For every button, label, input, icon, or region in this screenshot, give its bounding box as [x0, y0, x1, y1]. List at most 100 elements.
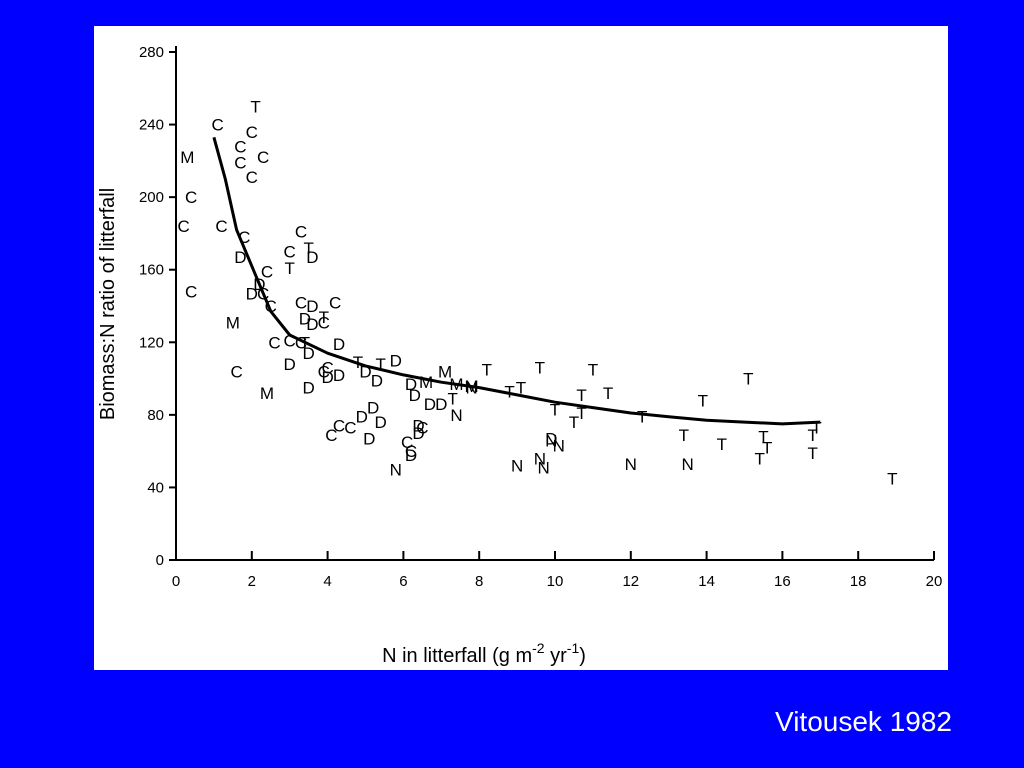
- data-point-d: D: [321, 368, 333, 387]
- data-point-t: T: [285, 259, 295, 278]
- data-point-d: D: [299, 310, 311, 329]
- data-point-c: C: [212, 116, 224, 135]
- data-point-d: D: [412, 417, 424, 436]
- y-tick-label: 80: [147, 407, 164, 424]
- data-point-d: D: [409, 386, 421, 405]
- data-point-d: D: [303, 344, 315, 363]
- data-point-c: C: [295, 333, 307, 352]
- data-point-t: T: [811, 419, 821, 438]
- data-point-n: N: [465, 379, 477, 398]
- data-point-n: N: [625, 455, 637, 474]
- data-point-d: D: [435, 395, 447, 414]
- data-point-n: N: [682, 455, 694, 474]
- data-point-n: N: [534, 449, 546, 468]
- data-point-d: D: [363, 429, 375, 448]
- data-point-t: T: [569, 413, 579, 432]
- data-point-c: C: [257, 148, 269, 167]
- data-point-n: N: [553, 437, 565, 456]
- data-point-d: D: [306, 248, 318, 267]
- data-point-d: D: [375, 413, 387, 432]
- data-point-c: C: [405, 442, 417, 461]
- data-point-t: T: [743, 370, 753, 389]
- data-point-c: C: [234, 154, 246, 173]
- y-tick-label: 240: [139, 117, 164, 134]
- data-point-t: T: [758, 428, 768, 447]
- fit-curve-layer: [212, 136, 821, 426]
- data-point-c: C: [401, 433, 413, 452]
- data-point-d: D: [246, 284, 258, 303]
- data-point-d: D: [405, 375, 417, 394]
- data-point-t: T: [762, 439, 772, 458]
- x-tick-label: 20: [926, 573, 943, 590]
- data-point-m: M: [438, 362, 452, 381]
- data-point-t: T: [679, 426, 689, 445]
- data-point-t: T: [447, 390, 457, 409]
- data-point-c: C: [333, 417, 345, 436]
- data-point-d: D: [367, 399, 379, 418]
- data-point-c: C: [246, 123, 258, 142]
- y-tick-label: 200: [139, 189, 164, 206]
- data-point-c: C: [234, 137, 246, 156]
- data-point-t: T: [319, 308, 329, 327]
- y-tick-label: 280: [139, 44, 164, 61]
- data-point-t: T: [717, 435, 727, 454]
- y-tick-label: 0: [156, 552, 164, 569]
- data-point-d: D: [303, 379, 315, 398]
- data-point-d: D: [412, 424, 424, 443]
- x-tick-label: 0: [172, 573, 180, 590]
- data-point-m: M: [419, 373, 433, 392]
- data-point-c: C: [246, 168, 258, 187]
- x-tick-label: 18: [850, 573, 867, 590]
- data-point-c: C: [344, 419, 356, 438]
- x-tick-label: 16: [774, 573, 791, 590]
- data-point-t: T: [754, 449, 764, 468]
- data-point-t: T: [482, 361, 492, 380]
- data-point-d: D: [405, 446, 417, 465]
- data-point-t: T: [588, 361, 598, 380]
- data-point-d: D: [306, 315, 318, 334]
- data-point-n: N: [545, 431, 557, 450]
- data-point-c: C: [318, 313, 330, 332]
- data-point-t: T: [535, 359, 545, 378]
- data-point-d: D: [371, 371, 383, 390]
- y-tick-label: 160: [139, 262, 164, 279]
- data-point-t: T: [887, 469, 897, 488]
- axes: [175, 46, 934, 561]
- data-point-t: T: [516, 379, 526, 398]
- data-point-c: C: [325, 426, 337, 445]
- data-point-c: C: [238, 228, 250, 247]
- data-point-m: M: [226, 313, 240, 332]
- data-point-t: T: [698, 391, 708, 410]
- x-axis-title: N in litterfall (g m-2 yr-1): [382, 640, 586, 667]
- data-point-c: C: [185, 282, 197, 301]
- data-point-c: C: [416, 419, 428, 438]
- data-point-t: T: [504, 382, 514, 401]
- data-point-d: D: [545, 429, 557, 448]
- x-tick-label: 2: [248, 573, 256, 590]
- x-tick-label: 12: [622, 573, 639, 590]
- data-point-t: T: [303, 239, 313, 258]
- y-axis-title: Biomass:N ratio of litterfall: [97, 188, 119, 420]
- x-tick-label: 6: [399, 573, 407, 590]
- data-point-d: D: [333, 335, 345, 354]
- y-tick-label: 120: [139, 334, 164, 351]
- y-tick-label: 40: [147, 479, 164, 496]
- x-tick-label: 14: [698, 573, 715, 590]
- ticks: 0 40 80 120 160 200 240 280 0 2 4 6 8 10 12 14 16 18 20: [139, 44, 942, 590]
- data-point-d: D: [390, 351, 402, 370]
- data-point-t: T: [603, 384, 613, 403]
- data-point-c: C: [265, 297, 277, 316]
- data-point-c: C: [321, 359, 333, 378]
- data-point-t: T: [637, 408, 647, 427]
- data-point-c: C: [295, 293, 307, 312]
- data-point-c: C: [295, 223, 307, 242]
- data-point-d: D: [306, 297, 318, 316]
- data-point-c: C: [268, 333, 280, 352]
- data-point-c: C: [215, 217, 227, 236]
- data-point-d: D: [333, 366, 345, 385]
- data-point-n: N: [450, 406, 462, 425]
- data-point-t: T: [250, 97, 260, 116]
